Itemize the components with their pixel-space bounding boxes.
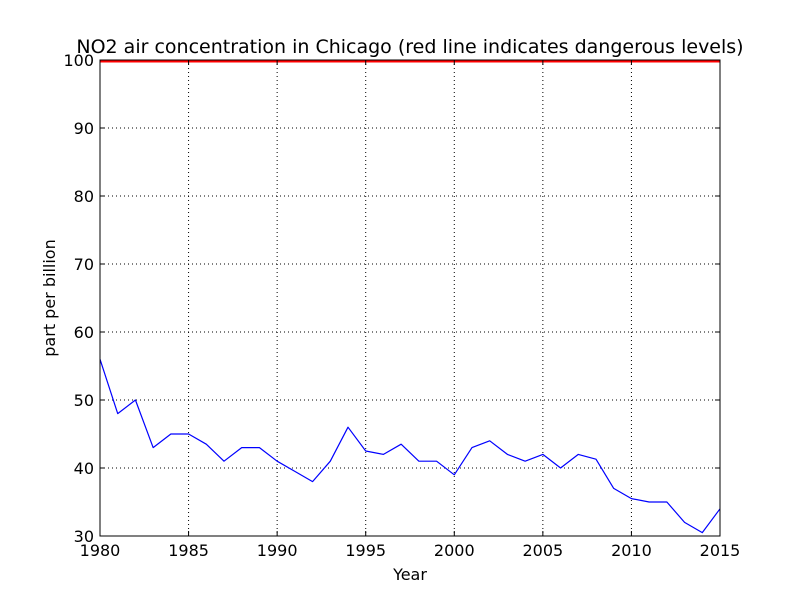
y-axis-title: part per billion (40, 239, 59, 356)
ticks (99, 59, 721, 537)
x-tick-label: 2015 (700, 541, 741, 560)
y-tick-label: 40 (74, 459, 94, 478)
y-tick-label: 80 (74, 187, 94, 206)
x-tick-label: 2000 (434, 541, 475, 560)
x-tick-label: 1985 (168, 541, 209, 560)
y-tick-label: 30 (74, 527, 94, 546)
y-tick-label: 90 (74, 119, 94, 138)
x-tick-label: 1990 (257, 541, 298, 560)
chart-title: NO2 air concentration in Chicago (red li… (76, 36, 743, 58)
y-tick-labels: 30 40 50 60 70 80 90 100 (63, 51, 94, 546)
no2-series-line (99, 359, 721, 534)
x-tick-label: 2005 (522, 541, 563, 560)
x-tick-label: 2010 (611, 541, 652, 560)
x-tick-label: 1995 (345, 541, 386, 560)
y-tick-label: 60 (74, 323, 94, 342)
y-tick-label: 50 (74, 391, 94, 410)
x-tick-labels: 1980 1985 1990 1995 2000 2005 2010 2015 (80, 541, 741, 560)
series-group (99, 359, 721, 534)
y-tick-label: 70 (74, 255, 94, 274)
plot-area (100, 60, 720, 536)
x-tick-label: 1980 (80, 541, 121, 560)
y-tick-label: 100 (63, 51, 94, 70)
grid (100, 60, 720, 536)
x-axis-title: Year (392, 565, 427, 584)
plot-frame (99, 59, 721, 537)
